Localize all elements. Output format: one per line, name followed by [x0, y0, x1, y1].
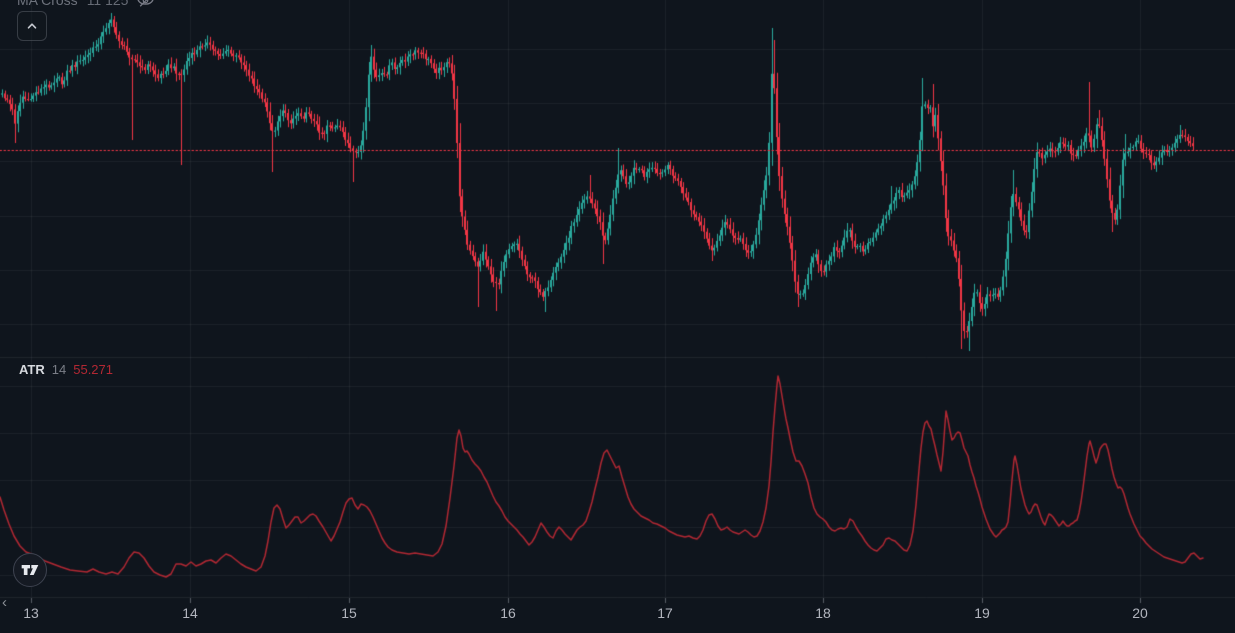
time-axis[interactable]: 13 14 15 16 17 18 19 20 [0, 598, 1235, 633]
time-axis-label: 15 [341, 605, 357, 621]
time-axis-label: 17 [657, 605, 673, 621]
atr-legend[interactable]: ATR 14 55.271 [19, 360, 113, 378]
time-axis-label: 19 [974, 605, 990, 621]
indicator-title[interactable]: MA Cross [17, 0, 78, 8]
chevron-up-icon [27, 23, 37, 29]
scroll-left-arrow[interactable]: ‹ [2, 594, 7, 611]
atr-value: 55.271 [73, 361, 113, 377]
eye-off-icon[interactable] [137, 0, 154, 9]
tradingview-logo-glyph [21, 565, 39, 575]
time-axis-label: 20 [1132, 605, 1148, 621]
time-axis-label: 14 [182, 605, 198, 621]
indicator-params: 11 125 [86, 0, 129, 8]
atr-title: ATR [19, 361, 45, 377]
indicator-legend: MA Cross 11 125 [17, 0, 154, 10]
time-axis-label: 13 [23, 605, 39, 621]
time-axis-label: 16 [500, 605, 516, 621]
legend-collapse-button[interactable] [17, 11, 47, 41]
tradingview-logo[interactable] [13, 553, 47, 587]
atr-length: 14 [51, 361, 67, 377]
time-axis-label: 18 [815, 605, 831, 621]
